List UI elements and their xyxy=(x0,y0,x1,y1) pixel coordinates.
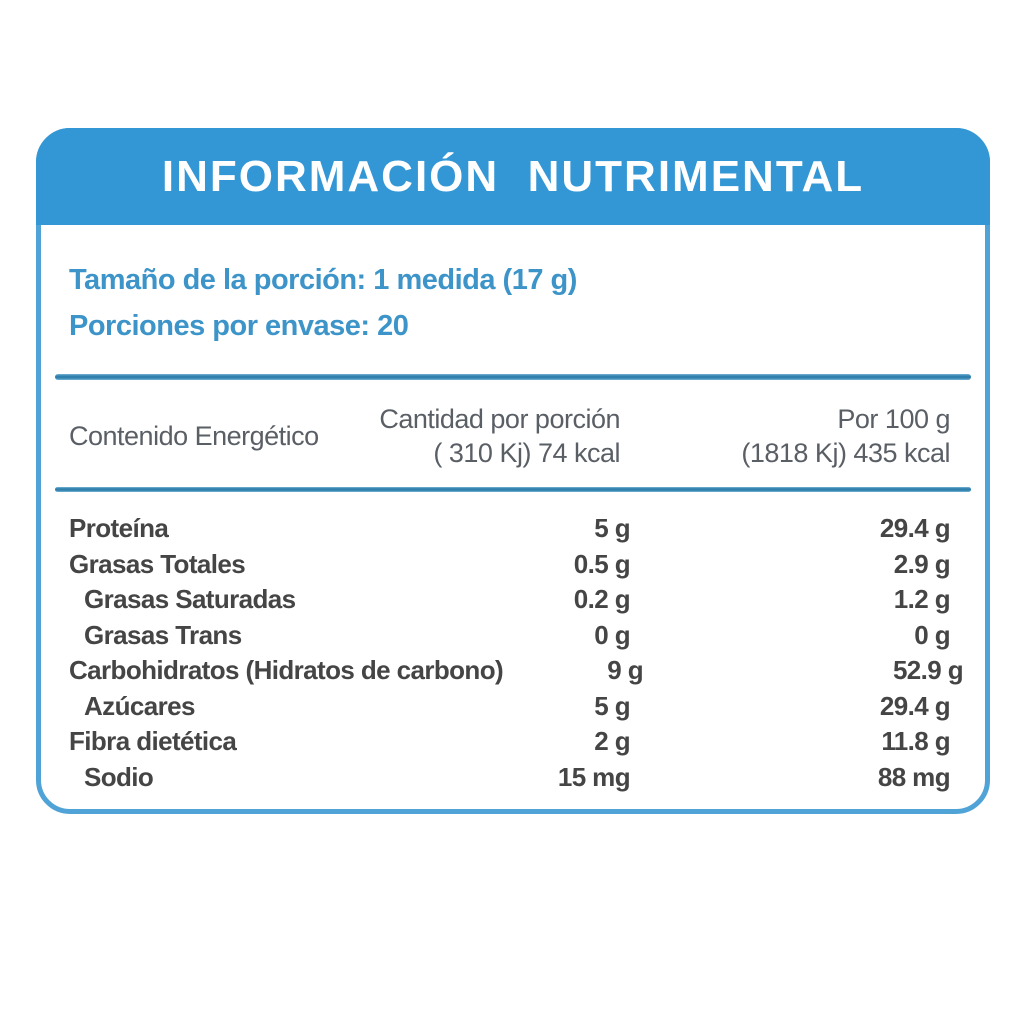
servings-per-container-line: Porciones por envase: 20 xyxy=(69,310,409,342)
per-100g-value: 0 g xyxy=(914,619,950,650)
table-row: Fibra dietética 2 g 11.8 g xyxy=(69,724,951,760)
per-serving-value: 0.5 g xyxy=(573,548,631,579)
table-row: Grasas Trans 0 g 0 g xyxy=(69,618,951,654)
per-100g-value: 11.8 g xyxy=(881,726,950,756)
nutrition-facts-panel: INFORMACIÓN NUTRIMENTAL Tamaño de la por… xyxy=(36,128,990,814)
per-100g-value: 88 mg xyxy=(877,761,951,792)
per-serving-value: 5 g xyxy=(594,690,630,721)
table-row: Azúcares 5 g 29.4 g xyxy=(69,689,951,725)
divider-rule-top xyxy=(55,374,971,380)
serving-info: Tamaño de la porción: 1 medida (17 g) Po… xyxy=(69,257,950,349)
per-serving-header-line1: Cantidad por porción xyxy=(379,404,620,434)
nutrient-table: Proteína 5 g 29.4 g Grasas Totales 0.5 g… xyxy=(69,511,964,796)
per-serving-value: 0.2 g xyxy=(573,584,631,614)
per-100g-header-line1: Por 100 g xyxy=(837,404,950,434)
serving-size-line: Tamaño de la porción: 1 medida (17 g) xyxy=(69,264,577,296)
per-serving-value: 2 g xyxy=(594,726,630,756)
per-100g-value: 29.4 g xyxy=(879,690,951,721)
column-header-energy: Contenido Energético xyxy=(69,421,319,451)
per-serving-header-line2: ( 310 Kj) 74 kcal xyxy=(433,438,620,468)
nutrient-label: Grasas Totales xyxy=(69,548,246,579)
table-header-row: Contenido Energético Cantidad por porció… xyxy=(69,402,951,470)
nutrient-label: Carbohidratos (Hidratos de carbono) xyxy=(69,655,504,685)
per-100g-value: 2.9 g xyxy=(893,548,951,579)
per-100g-value: 52.9 g xyxy=(892,655,964,685)
nutrient-label: Proteína xyxy=(69,513,169,543)
nutrient-label: Azúcares xyxy=(84,690,195,721)
column-header-per-100g: Por 100 g (1818 Kj) 435 kcal xyxy=(620,402,950,470)
per-serving-value: 0 g xyxy=(594,619,630,650)
nutrient-label: Fibra dietética xyxy=(69,726,237,756)
per-serving-value: 15 mg xyxy=(557,761,631,792)
table-row: Grasas Saturadas 0.2 g 1.2 g xyxy=(69,582,951,618)
nutrient-label: Grasas Trans xyxy=(84,619,242,650)
nutrient-label: Sodio xyxy=(84,761,154,792)
table-row: Grasas Totales 0.5 g 2.9 g xyxy=(69,547,951,583)
column-header-per-serving: Cantidad por porción ( 310 Kj) 74 kcal xyxy=(369,402,620,470)
table-row: Proteína 5 g 29.4 g xyxy=(69,511,951,547)
divider-rule-bottom xyxy=(55,487,971,492)
panel-header: INFORMACIÓN NUTRIMENTAL xyxy=(36,128,990,225)
table-row: Carbohidratos (Hidratos de carbono) 9 g … xyxy=(69,653,964,689)
per-100g-value: 1.2 g xyxy=(893,584,951,614)
per-100g-header-line2: (1818 Kj) 435 kcal xyxy=(741,438,950,468)
nutrient-label: Grasas Saturadas xyxy=(84,584,296,614)
per-serving-value: 9 g xyxy=(607,655,644,685)
panel-body: Tamaño de la porción: 1 medida (17 g) Po… xyxy=(41,257,985,795)
panel-title: INFORMACIÓN NUTRIMENTAL xyxy=(161,151,865,201)
per-100g-value: 29.4 g xyxy=(879,513,951,543)
table-row: Sodio 15 mg 88 mg xyxy=(69,760,951,796)
per-serving-value: 5 g xyxy=(594,513,630,543)
